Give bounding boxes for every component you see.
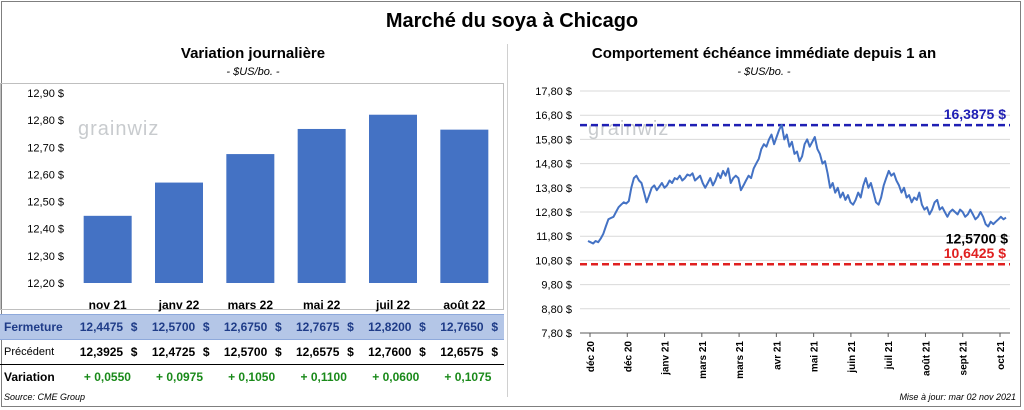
y-tick-label: 12,50 $ (27, 197, 64, 209)
x-tick-label: mars 22 (228, 298, 274, 312)
bar (83, 215, 132, 283)
bar (297, 128, 346, 283)
row-label: Variation (0, 364, 72, 389)
price-cell: 12,4475 (71, 314, 126, 340)
currency-cell: $ (485, 314, 504, 340)
currency-cell: $ (491, 345, 498, 359)
currency-cell: $ (202, 345, 210, 359)
y-tick-label: 14,80 $ (535, 159, 572, 171)
variation-cell: + 0,1100 (287, 364, 360, 389)
source-note: Source: CME Group (4, 392, 86, 402)
price-cell: 12,4725 (151, 345, 196, 359)
y-tick-label: 12,40 $ (27, 224, 64, 236)
variation-cell: + 0,0550 (71, 364, 144, 389)
y-tick-label: 12,30 $ (27, 251, 64, 263)
currency-cell: $ (341, 314, 360, 340)
y-tick-label: 15,80 $ (535, 134, 572, 146)
y-tick-label: 13,80 $ (535, 183, 572, 195)
price-cell: 12,3925 (79, 345, 124, 359)
bar (155, 182, 203, 283)
bar (226, 154, 275, 283)
y-tick-label: 8,80 $ (541, 304, 572, 316)
x-tick-label: mars 21 (735, 341, 746, 379)
x-tick-label: sept 21 (959, 341, 970, 376)
reference-label: 10,6425 $ (944, 245, 1006, 261)
currency-cell: $ (269, 314, 288, 340)
watermark-logo: grainwiz (588, 118, 669, 140)
y-tick-label: 10,80 $ (535, 255, 572, 267)
x-tick-label: mars 21 (698, 341, 709, 379)
x-tick-label: oct 21 (996, 341, 1007, 370)
x-tick-label: déc 20 (586, 341, 597, 373)
price-cell: 12,6575 (296, 345, 340, 359)
bar (440, 129, 489, 283)
y-tick-label: 12,80 $ (535, 207, 572, 219)
bar-chart: 12,20 $ 12,30 $ 12,40 $ 12,50 $ 12,60 $ 12,70… (27, 88, 489, 312)
table-row: Précédent 12,3925 $12,4725 $12,5700 $12,6575… (0, 340, 504, 365)
bar-chart-title: Variation journalière (180, 45, 326, 62)
price-cell: 12,7675 (287, 314, 342, 340)
price-series-line (587, 123, 1007, 245)
currency-cell: $ (413, 314, 432, 340)
price-table: Fermeture 12,4475 $12,5700 $12,6750 $12,7675… (0, 314, 504, 389)
x-tick-label: avr 21 (772, 341, 783, 370)
bar-chart-subtitle: - $US/bo. - (226, 66, 280, 78)
x-tick-label: mai 21 (810, 341, 821, 373)
y-tick-label: 16,80 $ (535, 110, 572, 122)
line-chart-subtitle: - $US/bo. - (737, 66, 791, 78)
row-label: Précédent (4, 346, 55, 358)
price-cell: 12,7650 (431, 314, 486, 340)
bar (369, 114, 417, 283)
x-tick-label: nov 21 (89, 298, 127, 312)
variation-cell: + 0,0600 (359, 364, 432, 389)
reference-label: 16,3875 $ (944, 106, 1006, 122)
y-tick-label: 17,80 $ (535, 86, 572, 98)
x-tick-label: déc 20 (623, 341, 634, 373)
watermark-logo: grainwiz (78, 118, 159, 140)
y-tick-label: 12,90 $ (27, 88, 64, 100)
x-tick-label: août 21 (921, 341, 932, 376)
currency-cell: $ (130, 345, 138, 359)
variation-cell: + 0,0975 (143, 364, 216, 389)
y-tick-label: 9,80 $ (541, 280, 572, 292)
price-cell: 12,6575 (440, 345, 484, 359)
currency-cell: $ (274, 345, 282, 359)
y-tick-label: 11,80 $ (536, 231, 572, 243)
variation-cell: + 0,1075 (431, 364, 504, 389)
currency-cell: $ (347, 345, 354, 359)
bar-chart-border (0, 83, 504, 310)
last-value-label: 12,5700 $ (946, 231, 1008, 247)
panel-divider (507, 44, 508, 397)
table-row: Variation + 0,0550 + 0,0975 + 0,1050 + 0,110… (0, 364, 504, 389)
x-tick-label: août 22 (443, 298, 485, 312)
x-tick-label: juin 21 (847, 341, 858, 374)
x-tick-label: janv 22 (158, 298, 200, 312)
page-title: Marché du soya à Chicago (385, 10, 639, 32)
y-tick-label: 12,70 $ (27, 142, 64, 154)
variation-cell: + 0,1050 (215, 364, 288, 389)
y-tick-label: 12,60 $ (27, 169, 64, 181)
x-tick-label: janv 21 (661, 341, 672, 376)
x-tick-label: juil 21 (884, 341, 895, 371)
currency-cell: $ (419, 345, 426, 359)
price-cell: 12,5700 (223, 345, 268, 359)
price-cell: 12,8200 (359, 314, 414, 340)
price-cell: 12,6750 (215, 314, 270, 340)
x-tick-label: mai 22 (303, 298, 341, 312)
price-cell: 12,7600 (368, 345, 412, 359)
y-tick-label: 7,80 $ (541, 328, 572, 340)
update-note: Mise à jour: mar 02 nov 2021 (899, 392, 1016, 402)
currency-cell: $ (125, 314, 144, 340)
table-row: Fermeture 12,4475 $12,5700 $12,6750 $12,7675… (0, 314, 504, 340)
y-tick-label: 12,20 $ (27, 278, 64, 290)
price-cell: 12,5700 (143, 314, 198, 340)
y-tick-label: 12,80 $ (27, 115, 64, 127)
row-label: Fermeture (0, 314, 72, 340)
currency-cell: $ (197, 314, 216, 340)
line-chart-title: Comportement échéance immédiate depuis 1… (591, 45, 937, 62)
x-tick-label: juil 22 (375, 298, 410, 312)
line-chart: 7,80 $ 8,80 $ 9,80 $ 10,80 $ 11,80 $ 12,80 $ 1… (535, 86, 1010, 379)
